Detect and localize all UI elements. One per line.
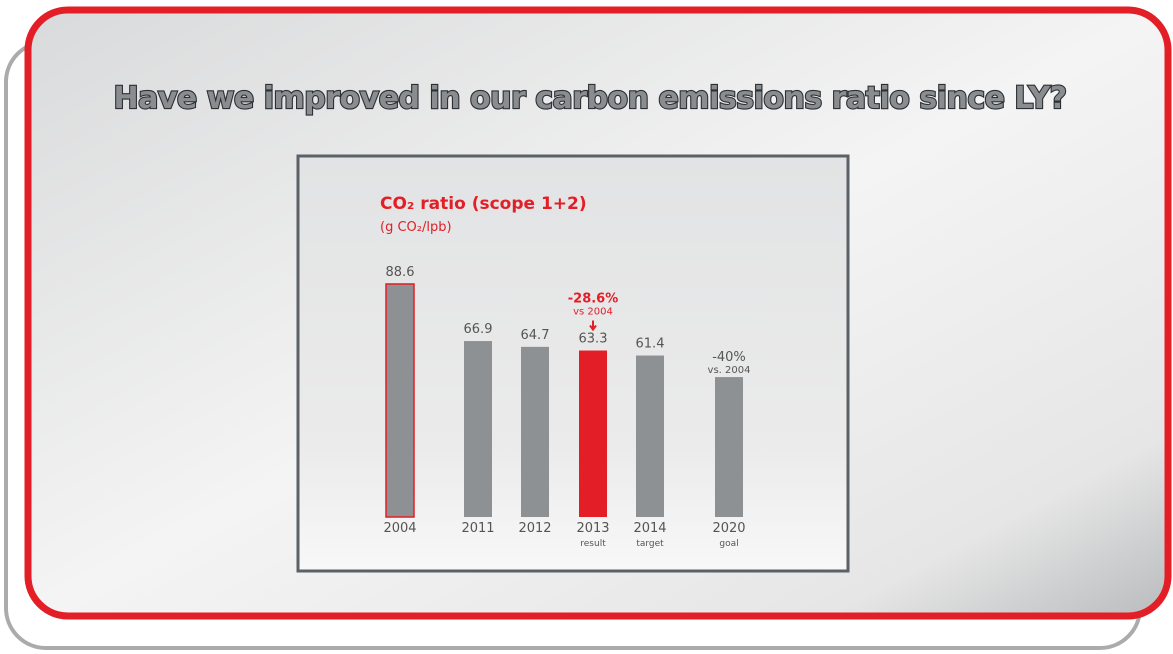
- value-label: 63.3: [579, 332, 608, 347]
- x-tick-label: 2004: [383, 521, 416, 536]
- annotation-note: vs 2004: [573, 307, 613, 318]
- x-tick-label: 2011: [461, 521, 494, 536]
- x-tick-label: 2012: [518, 521, 551, 536]
- x-tick-label: 2014: [633, 521, 666, 536]
- slide-title: Have we improved in our carbon emissions…: [114, 81, 1067, 116]
- bar: [579, 350, 607, 517]
- arrow: [589, 320, 597, 332]
- value-label: 88.6: [386, 265, 415, 280]
- category-note: result: [580, 539, 606, 549]
- x-tick-label: 2013: [576, 521, 609, 536]
- category-note: target: [636, 539, 664, 549]
- chart-subtitle: (g CO₂/lpb): [380, 220, 452, 235]
- annotation: -40%: [712, 350, 746, 365]
- annotation: -28.6%: [568, 292, 619, 307]
- bar: [464, 341, 492, 517]
- value-label: 66.9: [464, 322, 493, 337]
- bar: [715, 377, 743, 517]
- bar: [636, 355, 664, 517]
- x-tick-label: 2020: [712, 521, 745, 536]
- bar: [385, 283, 415, 518]
- value-label: 64.7: [521, 328, 550, 343]
- chart-panel: [296, 154, 850, 573]
- value-label: 61.4: [636, 337, 665, 352]
- category-note: goal: [719, 539, 738, 549]
- chart-title: CO₂ ratio (scope 1+2): [380, 194, 587, 214]
- annotation-note: vs. 2004: [708, 365, 751, 376]
- plot: 2004 88.6 2011 66.9 2012 64.7 2013 result 63.3 vs…: [383, 265, 750, 549]
- bar: [521, 346, 549, 517]
